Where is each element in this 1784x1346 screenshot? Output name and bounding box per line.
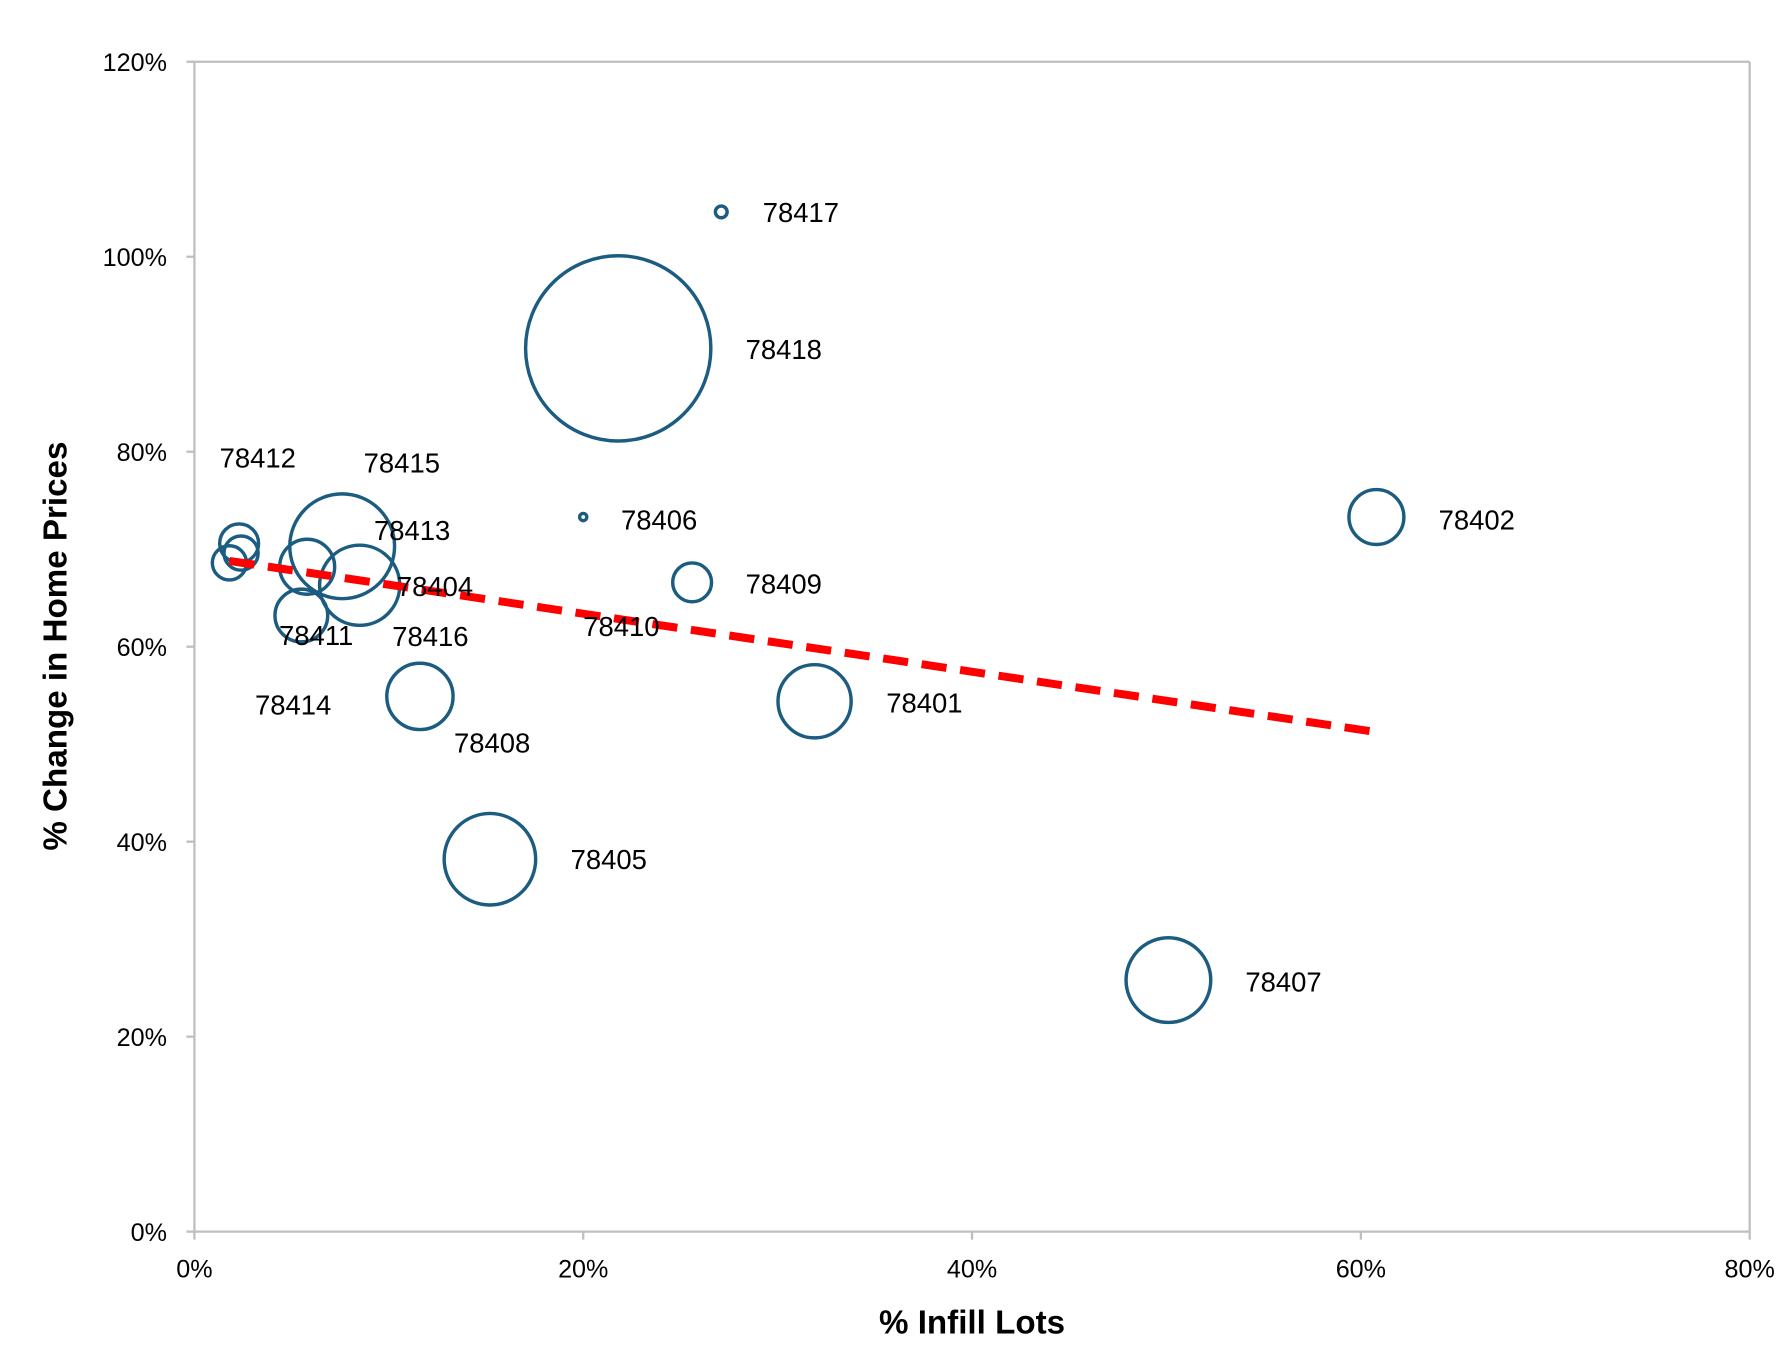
x-axis-title: % Infill Lots — [879, 1304, 1065, 1341]
data-label-78418: 78418 — [746, 334, 822, 365]
x-tick-label: 80% — [1725, 1255, 1775, 1283]
bubble-78409 — [670, 561, 714, 604]
data-label-78404: 78404 — [397, 571, 473, 602]
data-label-78407: 78407 — [1245, 966, 1321, 997]
data-label-78405: 78405 — [571, 844, 647, 875]
y-tick-label: 100% — [103, 244, 167, 272]
bubble-78416 — [222, 534, 260, 572]
x-tick-label: 0% — [176, 1255, 212, 1283]
data-label-78415: 78415 — [364, 447, 440, 478]
bubble-78411 — [273, 587, 330, 644]
bubble-78402 — [1347, 487, 1406, 547]
data-label-78402: 78402 — [1439, 504, 1515, 535]
data-label-78413: 78413 — [374, 515, 450, 546]
data-label-78408: 78408 — [454, 727, 530, 758]
data-label-78401: 78401 — [886, 687, 962, 718]
y-tick-label: 20% — [117, 1024, 167, 1052]
data-label-78406: 78406 — [621, 504, 697, 535]
data-label-78410: 78410 — [583, 611, 659, 642]
x-tick-label: 20% — [558, 1255, 608, 1283]
y-tick-label: 60% — [117, 634, 167, 662]
data-label-78411: 78411 — [279, 620, 353, 651]
bubble-78418 — [523, 254, 713, 443]
data-label-78414: 78414 — [255, 690, 331, 721]
bubble-78401 — [776, 662, 853, 740]
bubble-78408 — [385, 661, 455, 732]
y-tick-label: 80% — [117, 439, 167, 467]
x-tick-label: 60% — [1336, 1255, 1386, 1283]
bubble-78405 — [442, 811, 538, 907]
bubble-78407 — [1124, 936, 1213, 1025]
y-axis-title: % Change in Home Prices — [37, 442, 74, 851]
data-label-78417: 78417 — [763, 197, 839, 228]
data-label-78416: 78416 — [392, 621, 468, 652]
y-tick-label: 40% — [117, 829, 167, 857]
bubble-78406 — [577, 511, 589, 523]
data-label-78409: 78409 — [746, 569, 822, 600]
bubble-78415 — [288, 492, 397, 601]
y-tick-label: 120% — [103, 49, 167, 77]
data-label-78412: 78412 — [220, 443, 296, 474]
y-tick-label: 0% — [131, 1219, 167, 1247]
bubble-78417 — [713, 204, 729, 220]
x-tick-label: 40% — [947, 1255, 997, 1283]
